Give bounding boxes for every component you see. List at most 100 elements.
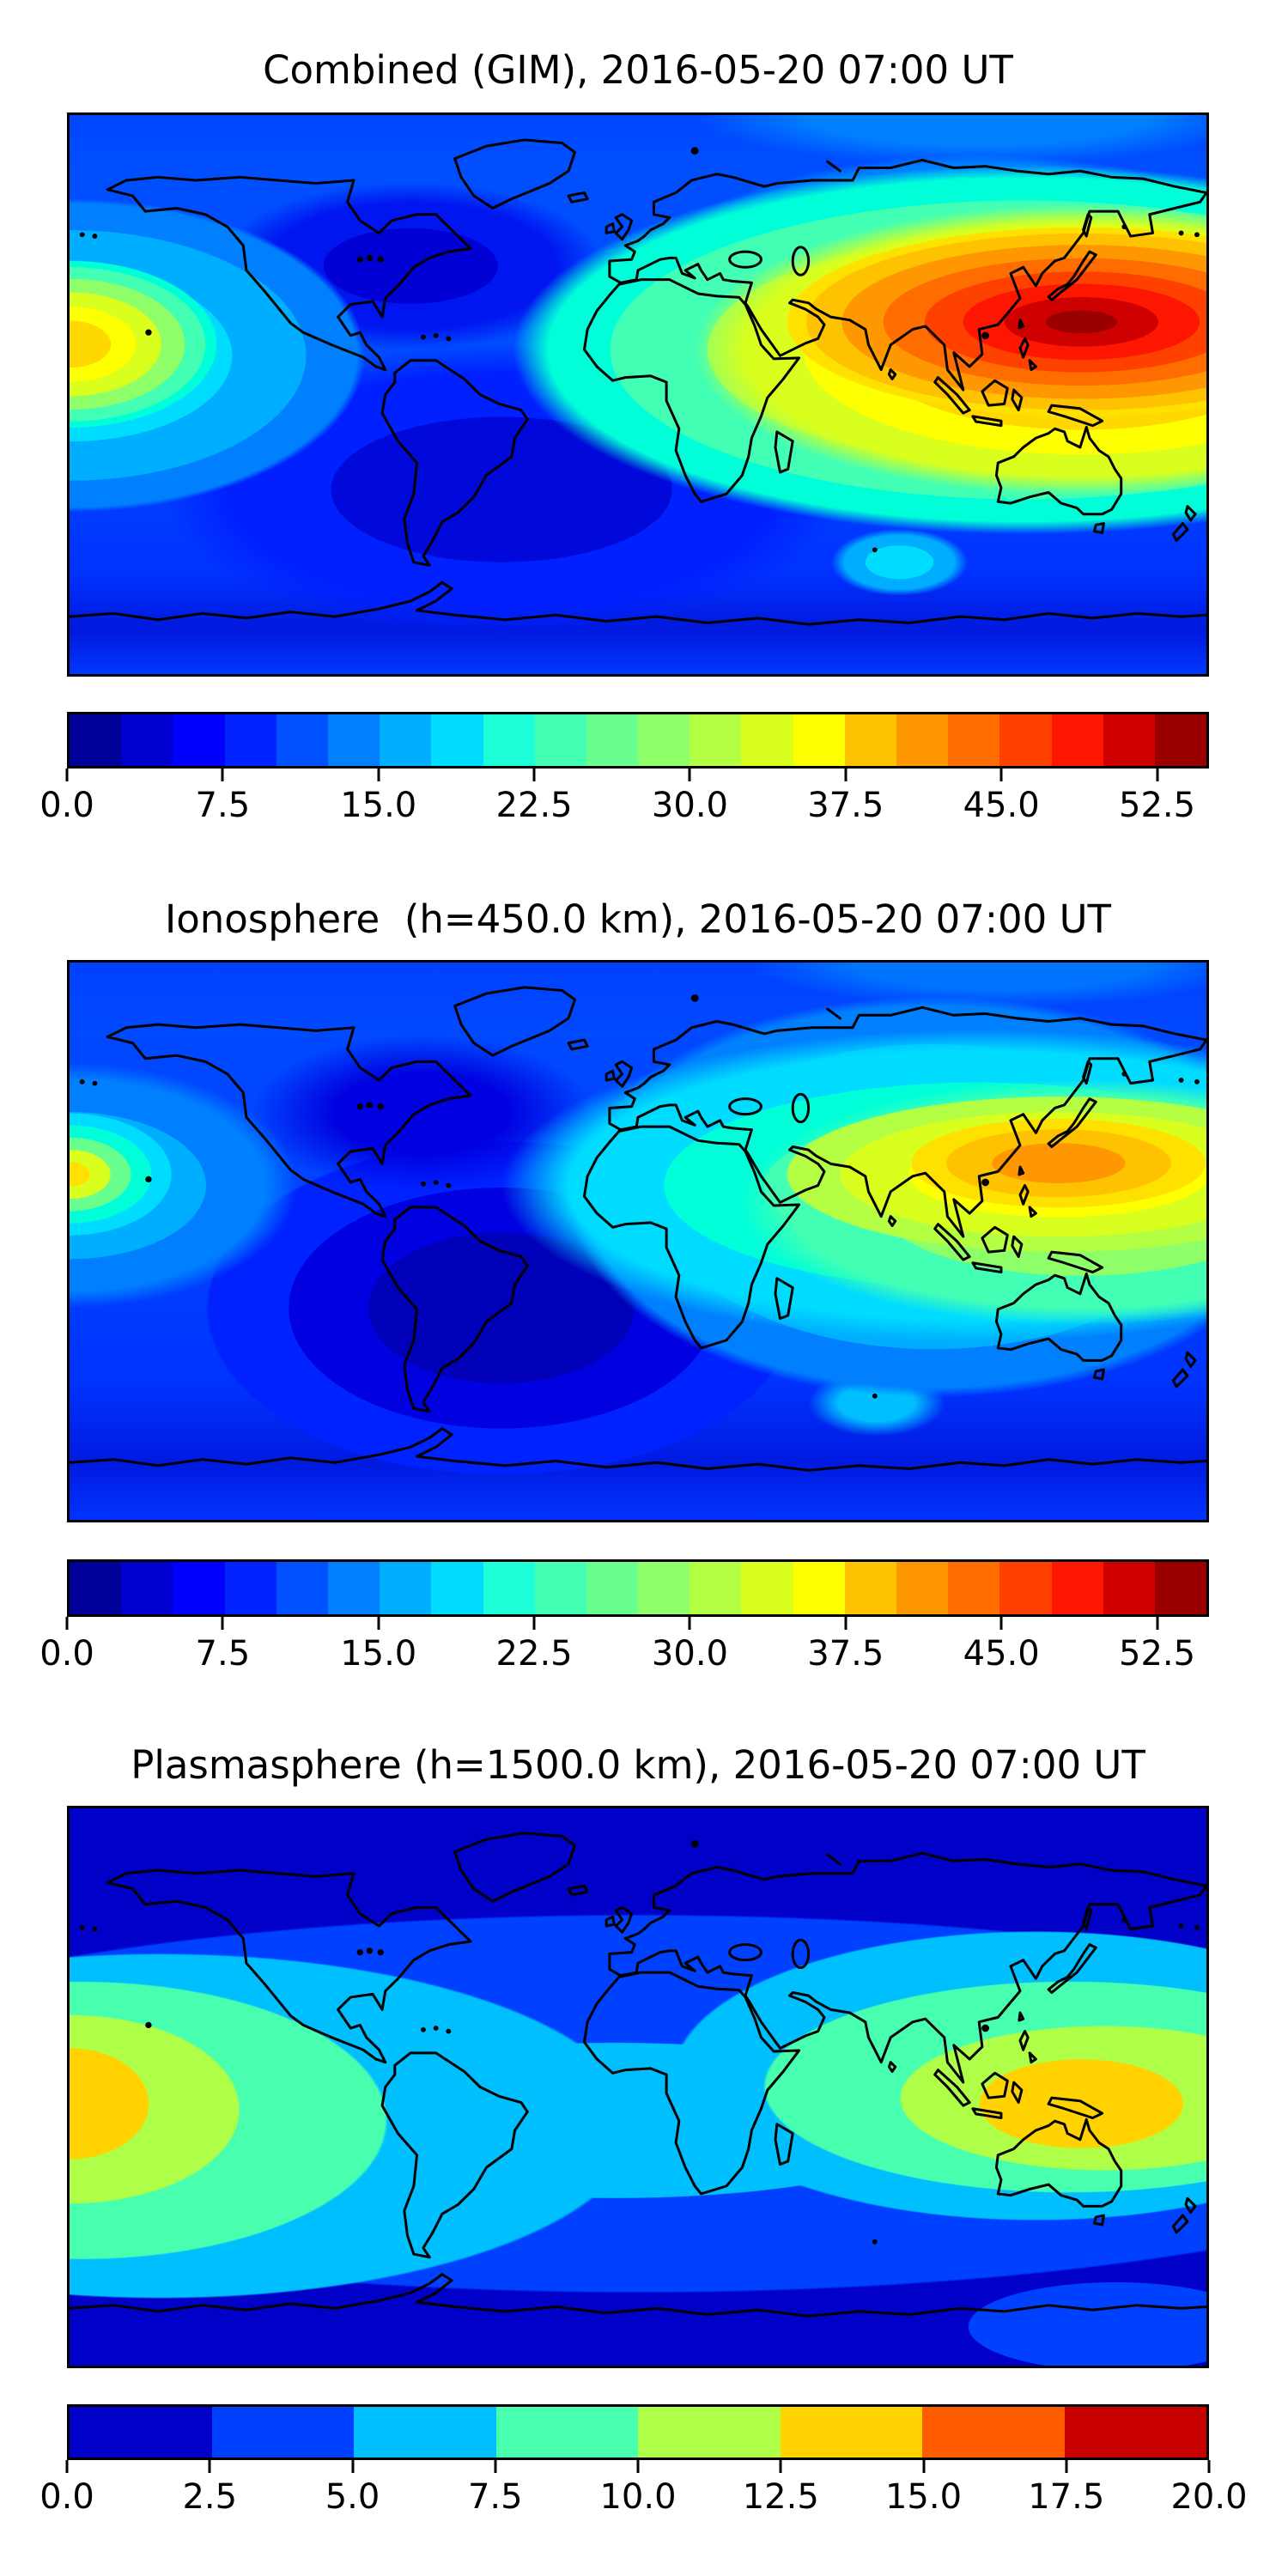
colorbar-axis-ionosphere: 0.0 7.5 15.0 22.5 30.0 37.5 45.0 52.5 [39, 1617, 1209, 1677]
colorbar-segment [354, 2407, 496, 2458]
colorbar-tick-label: 7.5 [195, 786, 251, 825]
colorbar-tick-label: 2.5 [182, 2477, 238, 2517]
colorbar-segment [896, 714, 949, 766]
colorbar-segment [1051, 1562, 1103, 1614]
map-plasmasphere [67, 1806, 1209, 2368]
colorbar-tick-label: 7.5 [195, 1634, 251, 1674]
map-ionosphere [67, 960, 1209, 1522]
colorbar-tick-label: 15.0 [340, 1634, 417, 1674]
colorbar-tick-label: 45.0 [963, 786, 1040, 825]
colorbar-segment [922, 2407, 1065, 2458]
colorbar-segment [1051, 714, 1103, 766]
panel-title-combined: Combined (GIM), 2016-05-20 07:00 UT [263, 47, 1013, 93]
colorbar-segment [586, 1562, 639, 1614]
colorbar-tick [494, 2460, 497, 2473]
coastline-overlay [70, 115, 1206, 674]
colorbar-segment [224, 1562, 276, 1614]
colorbar-segment [534, 714, 586, 766]
colorbar-tick [532, 769, 536, 781]
colorbar-segment [121, 1562, 173, 1614]
colorbar-segment [121, 714, 173, 766]
colorbar-tick [779, 2460, 782, 2473]
colorbar-segment [999, 1562, 1052, 1614]
colorbar-tick-label: 37.5 [807, 1634, 884, 1674]
colorbar-segment [948, 714, 1000, 766]
panel-title-ionosphere: Ionosphere (h=450.0 km), 2016-05-20 07:0… [164, 896, 1112, 942]
colorbar-tick-label: 45.0 [963, 1634, 1040, 1674]
colorbar-combined [67, 712, 1209, 769]
colorbar-tick [65, 2460, 69, 2473]
colorbar-tick-label: 15.0 [340, 786, 417, 825]
colorbar-segment [276, 714, 328, 766]
colorbar-segment [483, 714, 535, 766]
colorbar-segment [690, 714, 742, 766]
colorbar-segment [70, 714, 122, 766]
colorbar-tick [1156, 1617, 1159, 1630]
colorbar-segment [431, 1562, 483, 1614]
colorbar-segment [173, 714, 225, 766]
colorbar-tick [65, 769, 69, 781]
colorbar-tick [844, 1617, 848, 1630]
colorbar-tick-label: 5.0 [325, 2477, 380, 2517]
colorbar-segment [1064, 2407, 1206, 2458]
colorbar-segment [495, 2407, 638, 2458]
colorbar-segment [1154, 714, 1207, 766]
colorbar-tick [922, 2460, 925, 2473]
colorbar-tick [532, 1617, 536, 1630]
colorbar-segment [999, 714, 1052, 766]
panel-title-plasmasphere: Plasmasphere (h=1500.0 km), 2016-05-20 0… [131, 1742, 1145, 1788]
colorbar-segment [70, 2407, 212, 2458]
colorbar-segment [1154, 1562, 1207, 1614]
colorbar-tick [636, 2460, 640, 2473]
colorbar-plasmasphere [67, 2404, 1209, 2460]
colorbar-segment [948, 1562, 1000, 1614]
colorbar-segment [780, 2407, 922, 2458]
colorbar-tick [999, 1617, 1003, 1630]
colorbar-tick-label: 0.0 [39, 1634, 94, 1674]
colorbar-tick [844, 769, 848, 781]
colorbar-tick [377, 769, 380, 781]
colorbar-segment [224, 714, 276, 766]
colorbar-tick [1156, 769, 1159, 781]
colorbar-tick [65, 1617, 69, 1630]
colorbar-tick [999, 769, 1003, 781]
colorbar-segment [690, 1562, 742, 1614]
colorbar-segment [431, 714, 483, 766]
colorbar-tick-label: 52.5 [1119, 786, 1196, 825]
colorbar-tick-label: 12.5 [742, 2477, 819, 2517]
colorbar-tick [221, 769, 224, 781]
colorbar-tick [351, 2460, 354, 2473]
colorbar-axis-plasmasphere: 0.0 2.5 5.0 7.5 10.0 12.5 15.0 17.5 20.0 [39, 2460, 1248, 2520]
colorbar-segment [741, 714, 793, 766]
coastline-overlay [70, 1808, 1206, 2366]
colorbar-tick-label: 7.5 [467, 2477, 523, 2517]
colorbar-segment [638, 1562, 690, 1614]
colorbar-tick-label: 22.5 [495, 1634, 573, 1674]
colorbar-segment [741, 1562, 793, 1614]
colorbar-segment [844, 714, 896, 766]
coastline-overlay [70, 963, 1206, 1520]
colorbar-tick-label: 20.0 [1170, 2477, 1248, 2517]
colorbar-tick-label: 0.0 [39, 2477, 94, 2517]
colorbar-tick [1207, 2460, 1211, 2473]
colorbar-tick [208, 2460, 211, 2473]
colorbar-segment [483, 1562, 535, 1614]
colorbar-segment [793, 1562, 845, 1614]
colorbar-tick-label: 17.5 [1028, 2477, 1105, 2517]
colorbar-segment [380, 1562, 432, 1614]
colorbar-segment [896, 1562, 949, 1614]
colorbar-tick [1065, 2460, 1068, 2473]
colorbar-ionosphere [67, 1559, 1209, 1617]
colorbar-segment [638, 2407, 781, 2458]
colorbar-tick-label: 52.5 [1119, 1634, 1196, 1674]
colorbar-segment [70, 1562, 122, 1614]
colorbar-tick-label: 30.0 [651, 1634, 728, 1674]
colorbar-tick [221, 1617, 224, 1630]
colorbar-tick [688, 769, 691, 781]
colorbar-tick [688, 1617, 691, 1630]
colorbar-tick-label: 0.0 [39, 786, 94, 825]
colorbar-tick-label: 10.0 [599, 2477, 677, 2517]
colorbar-segment [586, 714, 639, 766]
colorbar-segment [1103, 714, 1155, 766]
